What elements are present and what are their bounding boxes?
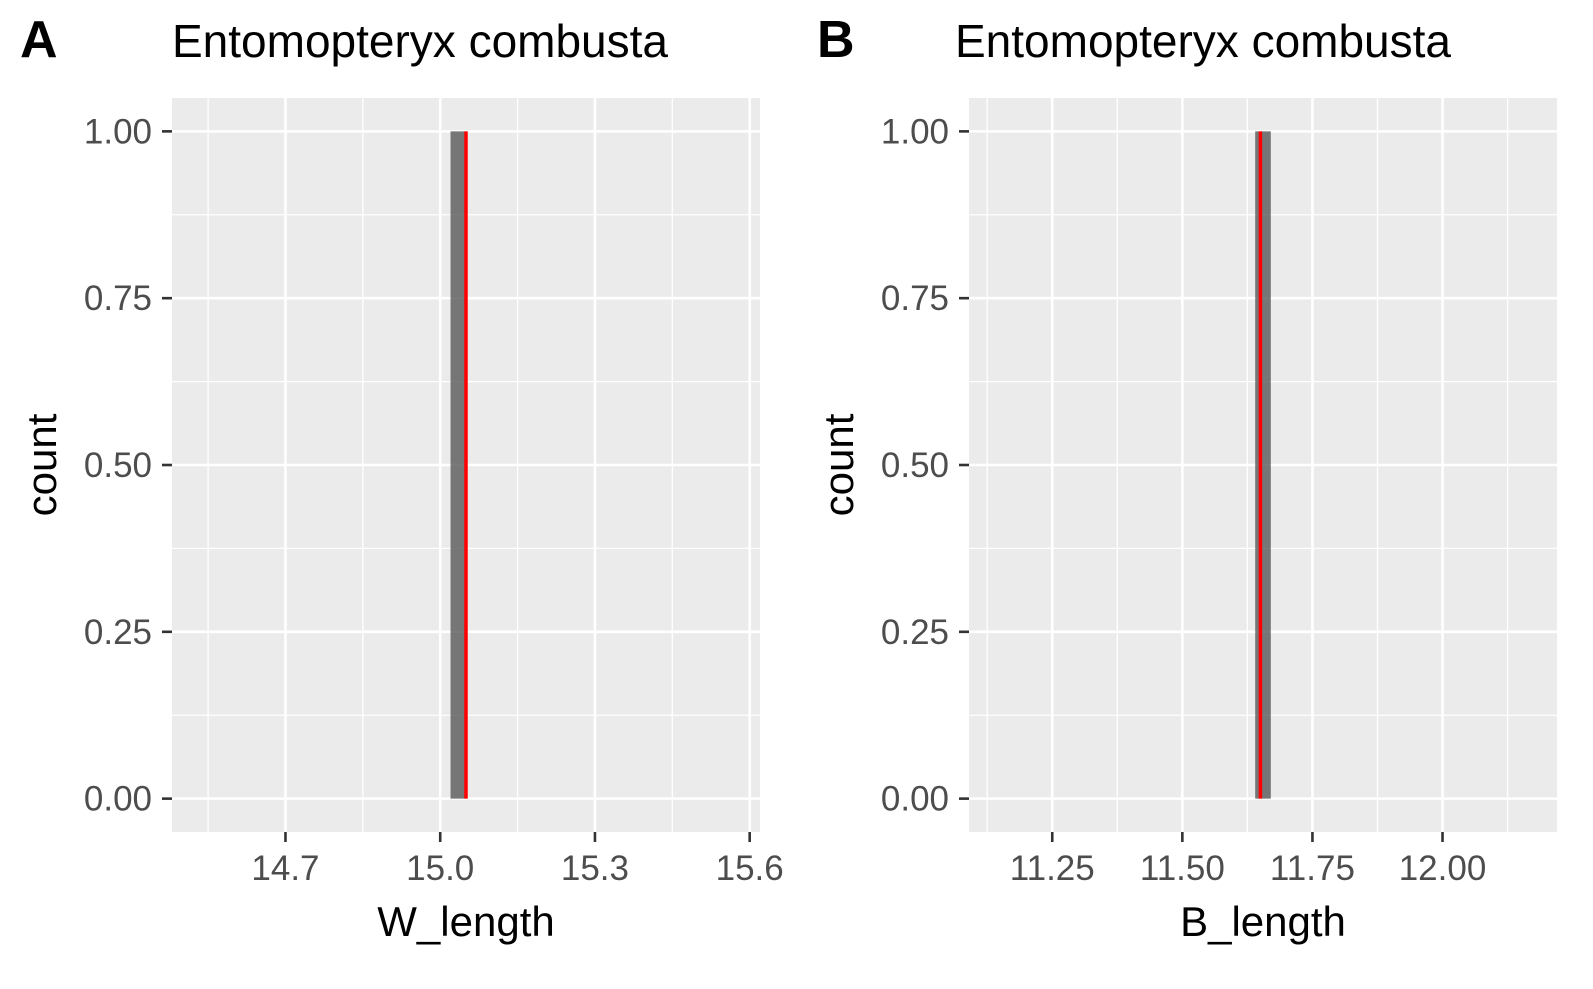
x-tick-label-b: 11.25 (1010, 849, 1095, 888)
chart-title-b: Entomopteryx combusta (955, 15, 1452, 67)
histogram-bar-a (450, 131, 466, 799)
y-tick-label-b: 0.00 (881, 780, 949, 819)
y-axis-title-b: count (815, 413, 862, 516)
x-tick-label-a: 14.7 (251, 849, 319, 888)
x-tick-label-a: 15.3 (561, 849, 629, 888)
y-tick-label-a: 0.50 (84, 446, 152, 485)
panel-tag-a: A (20, 11, 58, 69)
x-tick-label-a: 15.0 (406, 849, 474, 888)
histogram-bar-b (1255, 131, 1271, 799)
chart-panel-b: B Entomopteryx combusta 11.25 11.50 11.75 1… (797, 0, 1593, 984)
x-tick-label-a: 15.6 (716, 849, 784, 888)
plot-area-a: 14.7 15.0 15.3 15.6 0.00 0.25 0.50 0.75 1.00 W_le… (18, 98, 784, 945)
x-tick-label-b: 11.50 (1140, 849, 1225, 888)
x-tick-label-b: 12.00 (1399, 849, 1487, 888)
chart-title-a: Entomopteryx combusta (172, 15, 669, 67)
y-tick-label-a: 1.00 (84, 112, 152, 151)
y-tick-label-a: 0.00 (84, 780, 152, 819)
chart-panel-a: A Entomopteryx combusta 14.7 15.0 15.3 15.6… (0, 0, 796, 984)
y-axis-title-a: count (18, 413, 65, 516)
y-tick-label-b: 1.00 (881, 112, 949, 151)
panel-tag-b: B (817, 11, 855, 69)
y-tick-label-a: 0.25 (84, 613, 152, 652)
x-tick-label-b: 11.75 (1270, 849, 1355, 888)
x-axis-title-a: W_length (377, 898, 554, 945)
y-tick-label-b: 0.25 (881, 613, 949, 652)
plot-area-b: 11.25 11.50 11.75 12.00 0.00 0.25 0.50 0.75 1.00… (815, 98, 1557, 945)
y-tick-label-a: 0.75 (84, 279, 152, 318)
x-axis-title-b: B_length (1180, 898, 1346, 945)
y-tick-label-b: 0.50 (881, 446, 949, 485)
y-tick-label-b: 0.75 (881, 279, 949, 318)
